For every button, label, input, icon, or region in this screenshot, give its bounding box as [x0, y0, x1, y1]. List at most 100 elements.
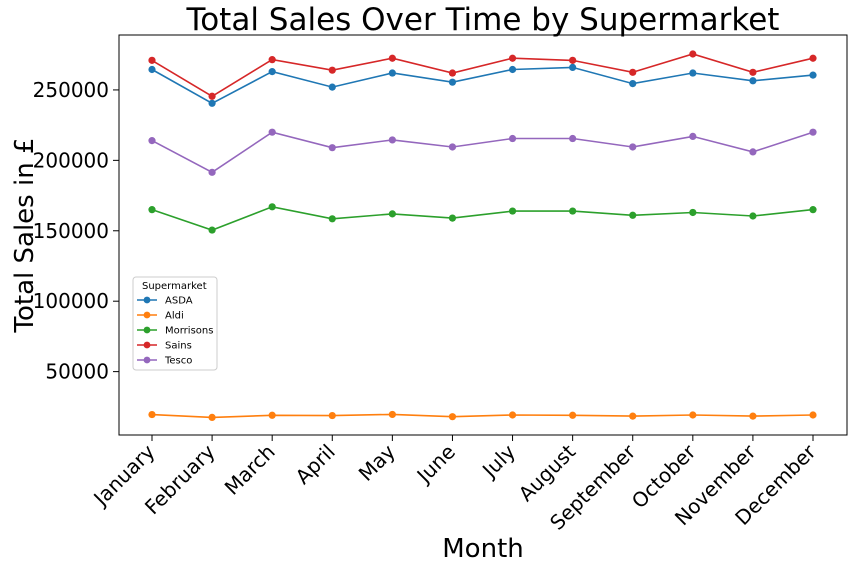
data-point — [689, 411, 697, 419]
data-point — [328, 411, 336, 420]
legend-item-tesco: Tesco — [137, 356, 192, 367]
data-point — [208, 168, 216, 176]
data-point — [328, 215, 336, 223]
y-tick-label: 100000 — [33, 289, 109, 313]
data-point — [208, 226, 216, 234]
data-point — [268, 68, 276, 76]
x-axis-label: Month — [442, 534, 524, 564]
data-point — [448, 78, 457, 86]
legend-marker — [143, 356, 151, 364]
data-point — [148, 56, 156, 64]
series-line — [151, 413, 814, 419]
data-point — [629, 211, 637, 219]
series-layer — [148, 50, 817, 421]
data-point — [749, 212, 757, 220]
series-line — [151, 205, 814, 231]
series-tesco — [148, 128, 817, 176]
x-tick-label: May — [354, 439, 400, 485]
legend-marker — [143, 341, 151, 349]
data-point — [569, 134, 577, 143]
legend-label: Aldi — [165, 311, 184, 322]
x-tick-label: July — [476, 439, 520, 483]
series-asda — [148, 63, 817, 107]
legend-label: Morrisons — [165, 326, 213, 337]
series-sains — [148, 50, 817, 100]
data-point — [388, 210, 396, 218]
data-point — [689, 208, 697, 217]
data-point — [268, 411, 276, 419]
data-point — [208, 92, 216, 100]
legend-marker — [143, 296, 151, 304]
data-point — [749, 412, 757, 420]
data-point — [508, 207, 517, 215]
data-point — [749, 68, 757, 76]
data-point — [448, 413, 457, 421]
data-point — [809, 411, 817, 419]
data-point — [749, 77, 757, 85]
legend-item-asda: ASDA — [137, 296, 193, 307]
data-point — [689, 132, 697, 141]
data-point — [268, 128, 276, 136]
data-point — [148, 410, 156, 419]
series-line — [151, 53, 814, 98]
data-point — [809, 128, 817, 136]
data-point — [208, 99, 216, 107]
legend-label: Sains — [165, 341, 192, 352]
x-tick-label: April — [291, 440, 340, 489]
data-point — [148, 206, 156, 214]
data-point — [448, 69, 457, 77]
data-point — [508, 411, 517, 419]
data-point — [208, 413, 216, 421]
data-point — [749, 148, 757, 156]
y-tick-label: 50000 — [45, 360, 109, 384]
x-tick-label: June — [411, 440, 460, 489]
data-point — [268, 56, 276, 64]
data-point — [629, 143, 637, 151]
data-point — [328, 144, 336, 152]
data-point — [569, 207, 577, 215]
data-point — [388, 54, 396, 62]
legend-item-aldi: Aldi — [137, 311, 184, 322]
data-point — [328, 83, 336, 91]
y-tick-label: 150000 — [33, 219, 109, 243]
legend-title: Supermarket — [142, 281, 207, 292]
data-point — [629, 79, 637, 88]
data-point — [328, 66, 336, 74]
legend-marker — [143, 326, 151, 334]
data-point — [508, 65, 517, 74]
data-point — [809, 206, 817, 214]
chart-title: Total Sales Over Time by Supermarket — [186, 2, 780, 38]
legend-marker — [143, 311, 151, 319]
data-point — [809, 54, 817, 62]
data-point — [569, 56, 577, 64]
data-point — [569, 63, 577, 71]
series-morrisons — [148, 203, 817, 234]
y-tick-label: 250000 — [33, 78, 109, 102]
legend-item-morrisons: Morrisons — [137, 326, 213, 337]
series-aldi — [148, 410, 817, 421]
plot-area — [118, 34, 848, 436]
legend-item-sains: Sains — [137, 341, 192, 352]
data-point — [388, 136, 396, 144]
series-line — [151, 66, 814, 105]
data-point — [569, 411, 577, 419]
data-point — [508, 54, 517, 62]
legend: Supermarket ASDA Aldi Morrisons Sains Tesco — [132, 276, 218, 371]
data-point — [809, 71, 817, 79]
data-point — [629, 412, 637, 420]
data-point — [508, 134, 517, 143]
legend-label: Tesco — [164, 356, 192, 367]
data-point — [148, 65, 156, 74]
y-axis-label: Total Sales in £ — [10, 138, 40, 334]
y-axis: 50000 100000 150000 200000 250000 — [33, 78, 119, 384]
data-point — [448, 214, 457, 222]
data-point — [148, 137, 156, 145]
x-tick-label: March — [220, 440, 280, 500]
data-point — [388, 410, 396, 419]
series-line — [151, 131, 814, 174]
data-point — [689, 50, 697, 58]
legend-label: ASDA — [165, 296, 193, 307]
data-point — [629, 68, 637, 76]
